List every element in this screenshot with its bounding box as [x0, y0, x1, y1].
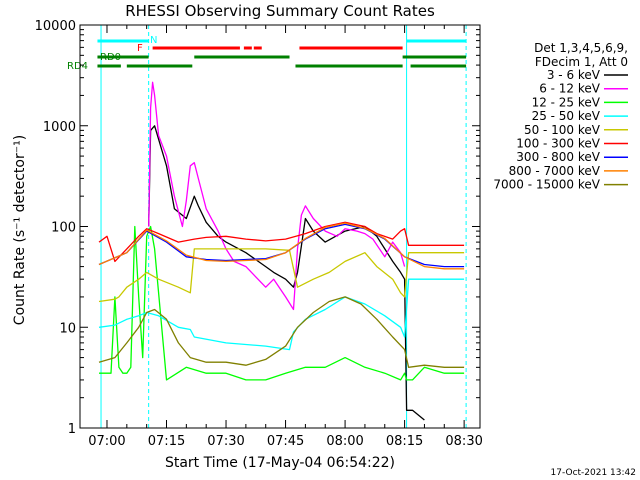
legend: Det 1,3,4,5,6,9,FDecim 1, Att 03 - 6 keV… [493, 41, 628, 192]
legend-label-1: 6 - 12 keV [539, 82, 601, 96]
y-tick-label: 1000 [43, 120, 76, 135]
plot-frame [79, 24, 481, 429]
legend-label-6: 300 - 800 keV [516, 150, 600, 164]
legend-label-3: 25 - 50 keV [532, 109, 601, 123]
legend-label-4: 50 - 100 keV [524, 123, 601, 137]
chart-title: RHESSI Observing Summary Count Rates [125, 2, 435, 20]
y-tick-label: 10 [59, 321, 76, 336]
series-line-7 [98, 222, 465, 270]
series-line-8 [98, 296, 465, 368]
y-axis: 1 10 100 1000 10000 [35, 19, 480, 437]
flag-label-rd0: RD0 [100, 52, 121, 63]
series-line-4 [98, 248, 465, 303]
y-axis-label: Count Rate (s⁻¹ detector⁻¹) [12, 135, 28, 325]
legend-label-0: 3 - 6 keV [547, 68, 601, 82]
x-tick-label: 07:30 [207, 434, 244, 449]
x-tick-label: 07:45 [267, 434, 304, 449]
series-line-2 [99, 225, 465, 381]
x-axis-label: Start Time (17-May-04 06:54:22) [165, 455, 395, 471]
legend-label-7: 800 - 7000 keV [509, 164, 601, 178]
flag-label-n: N [150, 35, 157, 46]
x-tick-label: 08:00 [326, 434, 363, 449]
y-tick-label: 1 [68, 422, 76, 437]
footer-timestamp: 17-Oct-2021 13:42 [551, 468, 636, 478]
x-tick-label: 07:00 [88, 434, 125, 449]
series-line-5 [98, 221, 465, 263]
series-group [98, 81, 465, 421]
flag-label-f: F [137, 43, 143, 54]
x-tick-label: 08:30 [445, 434, 482, 449]
series-line-3 [98, 278, 465, 351]
y-tick-label: 10000 [35, 19, 76, 34]
legend-label-2: 12 - 25 keV [532, 95, 601, 109]
legend-header-line1: Det 1,3,4,5,6,9, [534, 41, 628, 55]
plot-area: NF RD0 RD4 [67, 25, 467, 428]
legend-label-5: 100 - 300 keV [516, 137, 600, 151]
legend-label-8: 7000 - 15000 keV [493, 178, 600, 192]
flag-label-rd4: RD4 [67, 61, 88, 72]
x-tick-label: 07:15 [148, 434, 185, 449]
legend-header-line2: FDecim 1, Att 0 [535, 55, 628, 69]
series-line-1 [148, 81, 406, 311]
x-axis: 07:00 07:15 07:30 07:45 08:00 08:15 08:30 [88, 25, 483, 449]
y-tick-label: 100 [51, 221, 76, 236]
x-tick-label: 08:15 [386, 434, 423, 449]
